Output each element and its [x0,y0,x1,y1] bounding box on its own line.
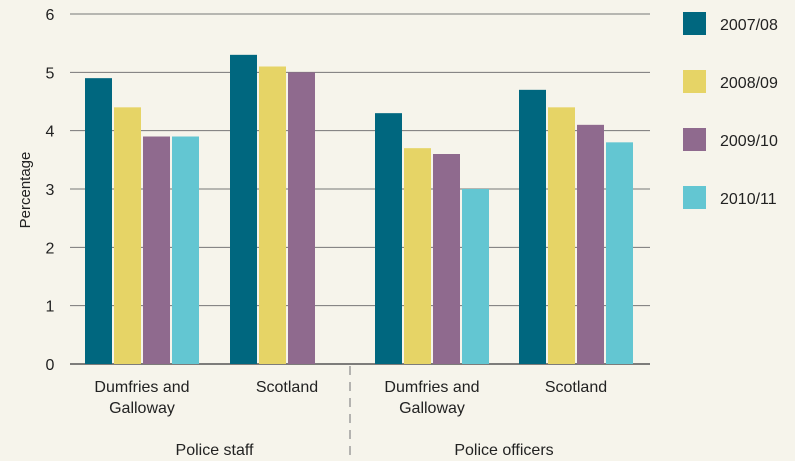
bar [433,154,460,364]
category-label: Galloway [109,400,175,417]
category-label: Scotland [545,379,607,396]
bar [404,148,431,364]
bar [548,107,575,364]
y-tick-label: 4 [46,124,55,141]
bar [462,189,489,364]
legend-swatch [683,12,706,35]
y-tick-label: 1 [46,299,55,316]
legend: 2007/08 2008/09 2009/10 2010/11 [683,12,778,209]
bar [172,136,199,364]
category-label: Dumfries and [94,379,189,396]
bar [375,113,402,365]
bar [606,142,633,364]
group-labels: Police staff Police officers [176,442,554,459]
y-tick-label: 0 [46,357,55,374]
bar [114,107,141,364]
category-label: Dumfries and [384,379,479,396]
legend-label: 2008/09 [720,75,778,92]
bar [230,54,257,364]
category-labels: Dumfries and Galloway Scotland Dumfries and… [94,379,607,417]
category-label: Galloway [399,400,465,417]
bar [85,78,112,365]
y-axis-label: Percentage [17,152,34,229]
y-tick-label: 3 [46,182,55,199]
group-label: Police officers [454,442,553,459]
legend-swatch [683,128,706,151]
bar [288,72,315,364]
y-tick-label: 2 [46,240,55,257]
bar [519,89,546,364]
bar [143,136,170,364]
group-label: Police staff [176,442,255,459]
y-tick-label: 5 [46,65,55,82]
bar [259,66,286,364]
y-tick-labels: 0 1 2 3 4 5 6 [46,7,55,374]
legend-label: 2010/11 [720,191,777,208]
legend-label: 2007/08 [720,17,778,34]
legend-swatch [683,186,706,209]
legend-label: 2009/10 [720,133,778,150]
category-label: Scotland [256,379,318,396]
y-tick-label: 6 [46,7,55,24]
legend-swatch [683,70,706,93]
bar [577,124,604,364]
bars [85,54,633,365]
